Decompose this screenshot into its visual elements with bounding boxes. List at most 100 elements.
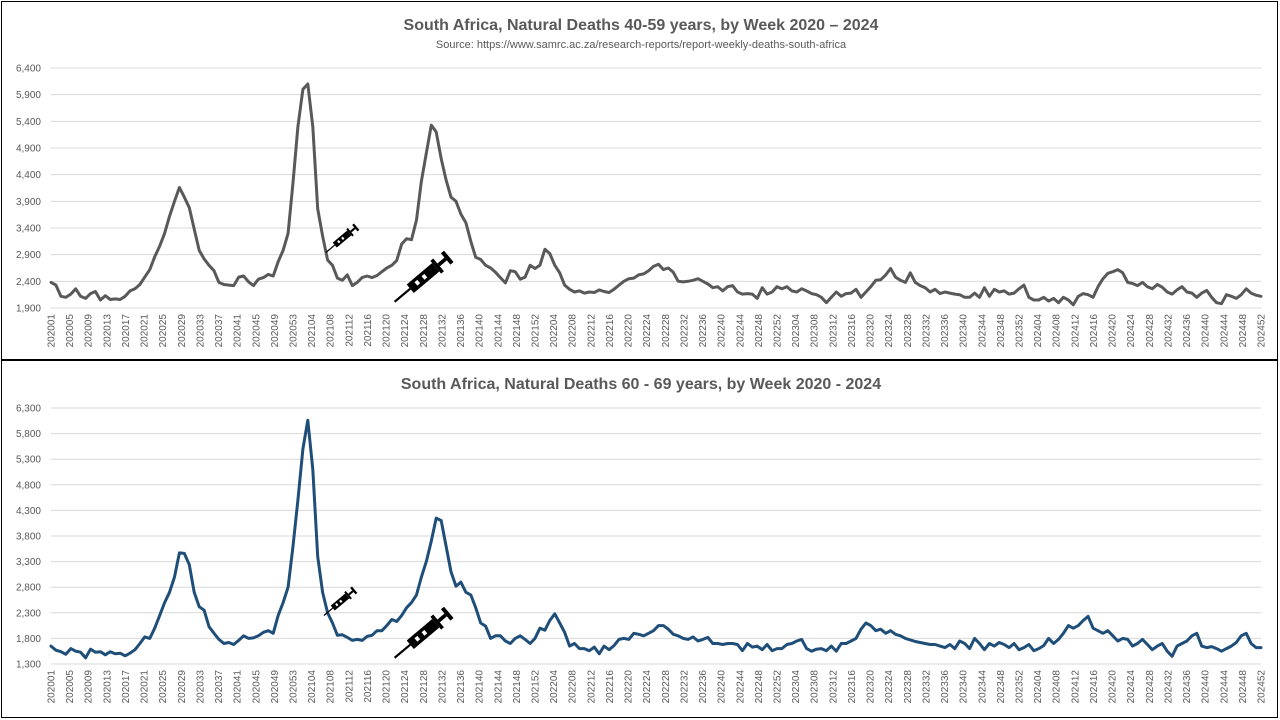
x-tick-label: 202017	[121, 670, 132, 704]
x-tick-label: 202013	[102, 670, 113, 704]
chart-title: South Africa, Natural Deaths 60 - 69 yea…	[401, 376, 881, 393]
x-tick-label: 202336	[940, 670, 951, 704]
x-tick-label: 202428	[1145, 670, 1156, 704]
x-tick-label: 202124	[400, 670, 411, 704]
y-tick-label: 1,900	[16, 304, 41, 315]
y-tick-label: 5,800	[16, 429, 41, 440]
x-tick-label: 202304	[791, 314, 802, 348]
x-tick-label: 202232	[679, 314, 690, 348]
x-tick-label: 202348	[996, 670, 1007, 704]
x-tick-label: 202041	[233, 314, 244, 348]
x-tick-label: 202248	[754, 314, 765, 348]
x-tick-label: 202444	[1219, 670, 1230, 704]
chart-panel-40-59: South Africa, Natural Deaths 40-59 years…	[1, 1, 1278, 360]
x-tick-label: 202404	[1033, 314, 1044, 348]
x-tick-label: 202152	[531, 670, 542, 704]
x-tick-label: 202053	[289, 314, 300, 348]
x-tick-label: 202029	[177, 314, 188, 348]
x-tick-label: 202017	[121, 314, 132, 348]
syringe-icon	[325, 223, 360, 253]
x-tick-label: 202328	[903, 314, 914, 348]
x-tick-label: 202328	[903, 670, 914, 704]
y-tick-label: 6,400	[16, 64, 41, 75]
x-tick-label: 202021	[140, 670, 151, 704]
x-tick-label: 202304	[791, 670, 802, 704]
x-tick-label: 202037	[214, 314, 225, 348]
x-tick-label: 202444	[1219, 314, 1230, 348]
x-tick-label: 202104	[307, 670, 318, 704]
y-tick-label: 3,900	[16, 197, 41, 208]
x-tick-label: 202448	[1238, 314, 1249, 348]
x-tick-label: 202140	[475, 314, 486, 348]
x-tick-label: 202336	[940, 314, 951, 348]
x-tick-label: 202112	[344, 670, 355, 703]
x-tick-label: 202025	[158, 670, 169, 704]
x-tick-label: 202424	[1126, 314, 1137, 348]
x-tick-label: 202220	[624, 670, 635, 704]
x-tick-label: 202152	[531, 314, 542, 348]
x-tick-label: 202440	[1201, 670, 1212, 704]
chart-panel-60-69: South Africa, Natural Deaths 60 - 69 yea…	[1, 360, 1278, 718]
x-tick-label: 202208	[568, 314, 579, 348]
x-tick-label: 202009	[84, 314, 95, 348]
chart-title: South Africa, Natural Deaths 40-59 years…	[404, 17, 879, 34]
y-tick-label: 4,800	[16, 480, 41, 491]
x-tick-label: 202228	[661, 670, 672, 704]
line-chart-40-59: South Africa, Natural Deaths 40-59 years…	[16, 17, 1268, 348]
x-tick-label: 202212	[586, 670, 597, 704]
x-tick-label: 202436	[1182, 314, 1193, 348]
x-tick-label: 202424	[1126, 670, 1137, 704]
x-tick-label: 202340	[959, 670, 970, 704]
x-tick-label: 202049	[270, 314, 281, 348]
y-tick-label: 2,900	[16, 250, 41, 261]
x-tick-label: 202352	[1015, 670, 1026, 704]
x-tick-label: 202248	[754, 670, 765, 704]
y-tick-label: 5,300	[16, 455, 41, 466]
x-tick-label: 202324	[884, 670, 895, 704]
x-tick-label: 202140	[475, 670, 486, 704]
x-tick-label: 202316	[847, 670, 858, 704]
x-tick-label: 202009	[84, 670, 95, 704]
x-tick-label: 202228	[661, 314, 672, 348]
x-tick-label: 202344	[977, 314, 988, 348]
x-tick-label: 202204	[549, 314, 560, 348]
x-tick-label: 202148	[512, 670, 523, 704]
x-tick-label: 202420	[1108, 314, 1119, 348]
chart-subtitle: Source: https://www.samrc.ac.za/research…	[436, 39, 847, 51]
x-tick-label: 202116	[363, 314, 374, 347]
x-tick-label: 202320	[866, 314, 877, 348]
x-tick-label: 202448	[1238, 670, 1249, 704]
x-tick-label: 202412	[1070, 670, 1081, 704]
x-tick-label: 202033	[195, 670, 206, 704]
syringe-icon	[393, 250, 454, 303]
x-tick-label: 202440	[1201, 314, 1212, 348]
x-tick-label: 202108	[326, 670, 337, 704]
x-tick-label: 202108	[326, 314, 337, 348]
x-tick-label: 202428	[1145, 314, 1156, 348]
x-tick-label: 202324	[884, 314, 895, 348]
x-tick-label: 202120	[382, 670, 393, 704]
x-tick-label: 202013	[102, 314, 113, 348]
x-tick-label: 202128	[419, 670, 430, 704]
x-tick-label: 202216	[605, 314, 616, 348]
x-tick-label: 202436	[1182, 670, 1193, 704]
y-tick-label: 2,400	[16, 277, 41, 288]
x-tick-label: 202001	[47, 670, 58, 704]
x-tick-label: 202344	[977, 670, 988, 704]
x-tick-label: 202120	[382, 314, 393, 348]
x-tick-label: 202033	[195, 314, 206, 348]
x-tick-label: 202432	[1163, 670, 1174, 704]
x-tick-label: 202021	[140, 314, 151, 348]
x-tick-label: 202236	[698, 670, 709, 704]
x-tick-label: 202452	[1257, 670, 1268, 704]
y-tick-label: 4,900	[16, 144, 41, 155]
y-tick-label: 4,300	[16, 506, 41, 517]
x-tick-label: 202128	[419, 314, 430, 348]
x-tick-label: 202005	[65, 670, 76, 704]
x-tick-label: 202348	[996, 314, 1007, 348]
y-tick-label: 1,300	[16, 660, 41, 671]
x-tick-label: 202332	[921, 670, 932, 704]
x-tick-label: 202053	[289, 670, 300, 704]
series-line	[49, 418, 1263, 660]
x-tick-label: 202116	[363, 670, 374, 703]
